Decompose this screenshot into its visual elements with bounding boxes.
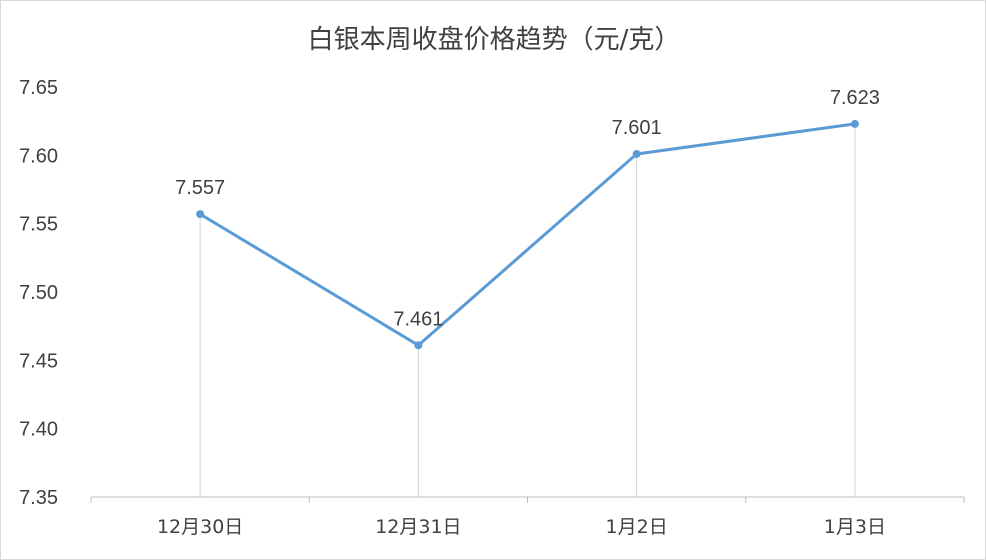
series-group — [196, 119, 859, 350]
data-label: 7.601 — [612, 117, 662, 139]
x-category-label: 12月30日 — [157, 516, 243, 538]
y-tick-label: 7.65 — [19, 77, 58, 99]
data-point-marker — [850, 119, 859, 128]
x-axis: 12月30日 12月31日 1月2日 1月3日 — [90, 496, 965, 538]
data-label: 7.623 — [830, 87, 880, 109]
y-axis: 7.35 7.40 7.45 7.50 7.55 7.60 7.65 — [19, 77, 58, 509]
y-tick-label: 7.35 — [19, 487, 58, 509]
data-point-marker — [196, 210, 205, 219]
data-point-marker — [414, 341, 423, 350]
x-category-label: 1月2日 — [606, 516, 668, 538]
chart-title: 白银本周收盘价格趋势（元/克） — [308, 25, 681, 55]
data-label: 7.461 — [393, 308, 443, 330]
data-point-marker — [632, 149, 641, 158]
y-tick-label: 7.40 — [19, 419, 58, 441]
drop-lines-group — [199, 123, 856, 497]
data-label: 7.557 — [175, 177, 225, 199]
x-category-label: 1月3日 — [824, 516, 886, 538]
y-tick-label: 7.55 — [19, 214, 58, 236]
y-tick-label: 7.60 — [19, 145, 58, 167]
series-line — [198, 122, 857, 347]
x-category-label: 12月31日 — [375, 516, 461, 538]
y-tick-label: 7.50 — [19, 282, 58, 304]
data-labels-group: 7.557 7.461 7.601 7.623 — [175, 87, 880, 330]
y-tick-label: 7.45 — [19, 350, 58, 372]
